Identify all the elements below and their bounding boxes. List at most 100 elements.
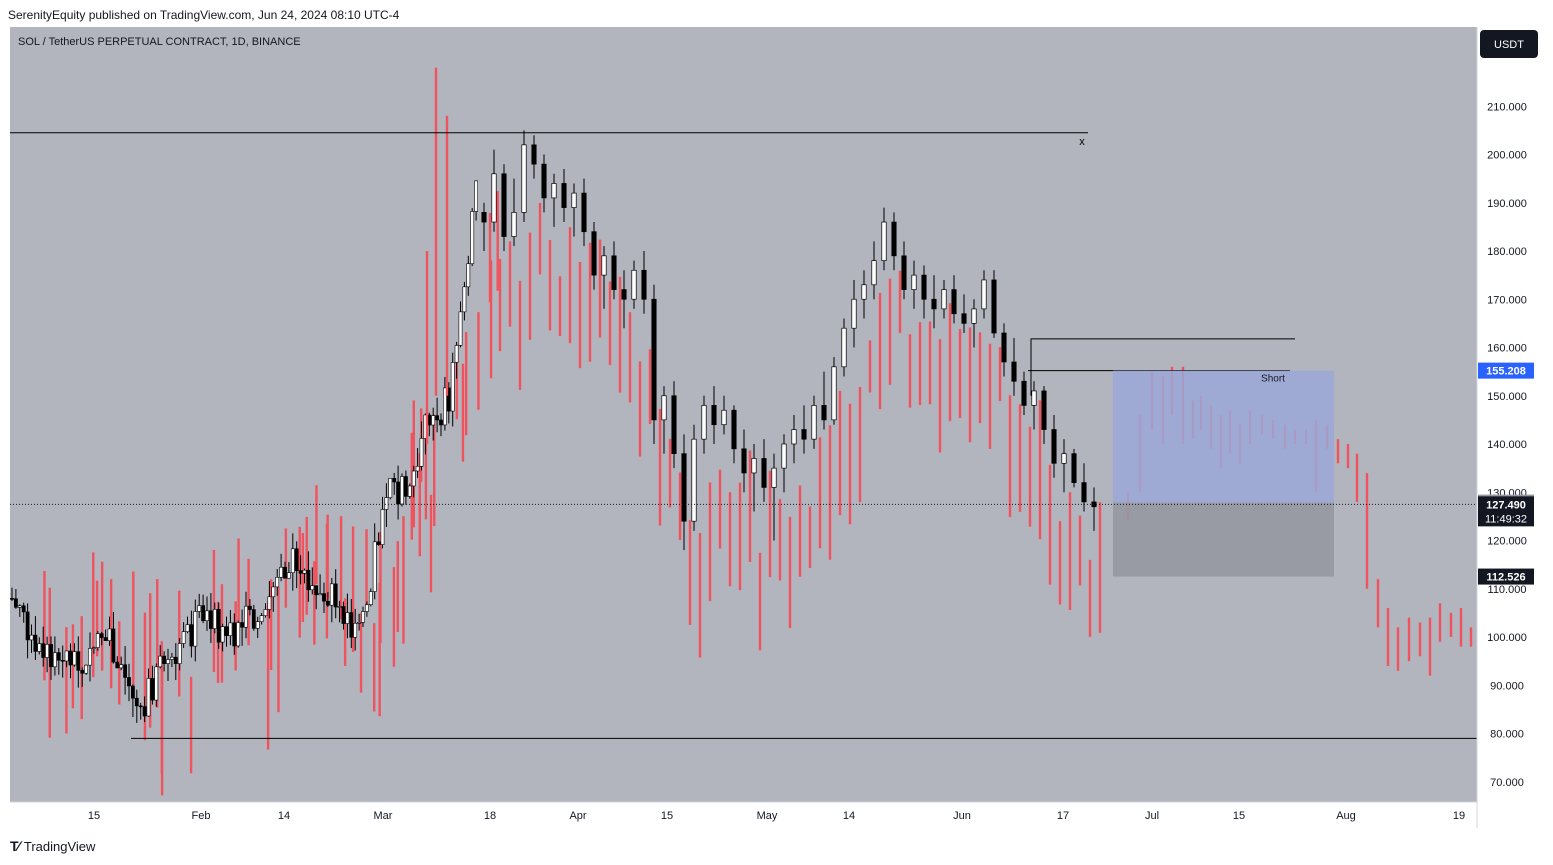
candle-body <box>220 626 225 643</box>
time-tick-13: Aug <box>1336 810 1356 822</box>
candle-body <box>841 327 847 368</box>
candle-body <box>481 212 487 223</box>
candle-body <box>189 624 194 647</box>
candle-body <box>228 622 233 636</box>
candle-body <box>1021 380 1027 406</box>
candle-body <box>88 648 92 666</box>
price-tick-4: 110.000 <box>1488 584 1527 596</box>
candle-body <box>961 313 967 324</box>
x-marker: x <box>1079 136 1085 148</box>
candle-body <box>325 600 330 606</box>
time-tick-8: 14 <box>843 810 855 822</box>
candle-body <box>357 622 362 624</box>
time-tick-7: May <box>757 810 778 822</box>
price-axis[interactable]: 70.000 80.000 90.000 100.000 110.000 120.000 1… <box>1487 101 1527 789</box>
candle-body <box>372 541 377 592</box>
candle-body <box>901 255 907 290</box>
candle-body <box>177 643 182 664</box>
candle-body <box>283 566 287 579</box>
time-tick-14: 19 <box>1453 810 1465 822</box>
target-price-badge-bg <box>1478 362 1534 379</box>
countdown-label: 11:49:32 <box>1485 513 1527 525</box>
candle-body <box>302 569 307 574</box>
candle-body <box>14 598 18 608</box>
candle-body <box>64 650 69 662</box>
time-tick-4: 18 <box>484 810 496 822</box>
candle-body <box>193 611 198 647</box>
candle-body <box>661 395 667 421</box>
candle-body <box>981 279 987 310</box>
candle-body <box>651 298 657 421</box>
candle-body <box>197 605 202 612</box>
candle-body <box>80 670 85 674</box>
stop-price-badge: 112.526 <box>1486 572 1525 584</box>
last-price-badge: 127.490 <box>1486 499 1526 511</box>
candle-body <box>781 443 787 469</box>
drawings: x Short <box>10 132 1477 739</box>
candle-body <box>368 591 373 605</box>
candle-body <box>286 572 291 579</box>
candle-body <box>279 566 284 578</box>
candle-body <box>454 345 459 363</box>
candle-body <box>466 263 471 288</box>
candle-body <box>107 628 112 641</box>
candle-body <box>991 279 997 334</box>
candle-body <box>244 605 248 628</box>
candle-body <box>52 652 57 668</box>
candle-body <box>259 615 264 622</box>
time-tick-11: Jul <box>1145 810 1159 822</box>
candle-body <box>205 610 209 622</box>
range-line-upper <box>1030 338 1295 396</box>
currency-button[interactable]: USDT <box>1480 30 1538 58</box>
candle-body <box>931 298 937 310</box>
candle-body <box>380 509 385 545</box>
candle-body <box>851 298 857 329</box>
candle-body <box>511 212 517 237</box>
time-axis[interactable]: 15 Feb 14 Mar 18 Apr 15 May 14 Jun 17 Jul 15 Aug 19 <box>88 810 1465 822</box>
target-price-badge: 155.208 <box>1486 366 1526 378</box>
candle-body <box>41 643 46 658</box>
short-target-zone <box>1113 370 1334 503</box>
candle-body <box>431 415 436 426</box>
price-tick-2: 90.000 <box>1490 680 1524 692</box>
candle-body <box>1071 453 1077 483</box>
candle-body <box>216 609 221 643</box>
candle-body <box>761 458 767 488</box>
candle-body <box>263 609 268 617</box>
tradingview-logo-icon: T∕ <box>10 838 20 854</box>
candle-body <box>10 598 14 600</box>
candle-body <box>181 631 186 644</box>
time-tick-10: 17 <box>1057 810 1069 822</box>
candle-body <box>631 269 637 300</box>
candle-body <box>248 605 252 610</box>
candle-body <box>871 260 877 286</box>
candle-body <box>891 221 897 257</box>
candle-body <box>384 497 389 510</box>
candle-body <box>310 585 315 591</box>
candle-body <box>337 606 342 608</box>
candle-body <box>731 409 737 450</box>
candle-body <box>162 655 167 664</box>
candle-body <box>403 476 408 497</box>
candle-body <box>571 192 577 208</box>
candle-body <box>771 467 777 488</box>
candle-body <box>551 183 557 199</box>
candle-body <box>921 274 927 300</box>
candle-body <box>17 605 22 608</box>
candle-body <box>442 387 447 426</box>
time-tick-2: 14 <box>278 810 290 822</box>
time-tick-0: 15 <box>88 810 100 822</box>
footer: T∕ TradingView <box>10 838 95 854</box>
candle-body <box>911 274 917 290</box>
candle-body <box>396 481 401 505</box>
candle-body <box>611 255 617 290</box>
candle-body <box>1011 361 1017 382</box>
publisher-line: SerenityEquity published on TradingView.… <box>8 8 400 22</box>
candle-body <box>209 610 213 629</box>
candle-body <box>25 611 30 641</box>
candle-body <box>76 651 81 671</box>
price-tick-3: 100.000 <box>1487 632 1527 644</box>
candle-body <box>29 634 34 641</box>
candle-body <box>601 255 607 276</box>
